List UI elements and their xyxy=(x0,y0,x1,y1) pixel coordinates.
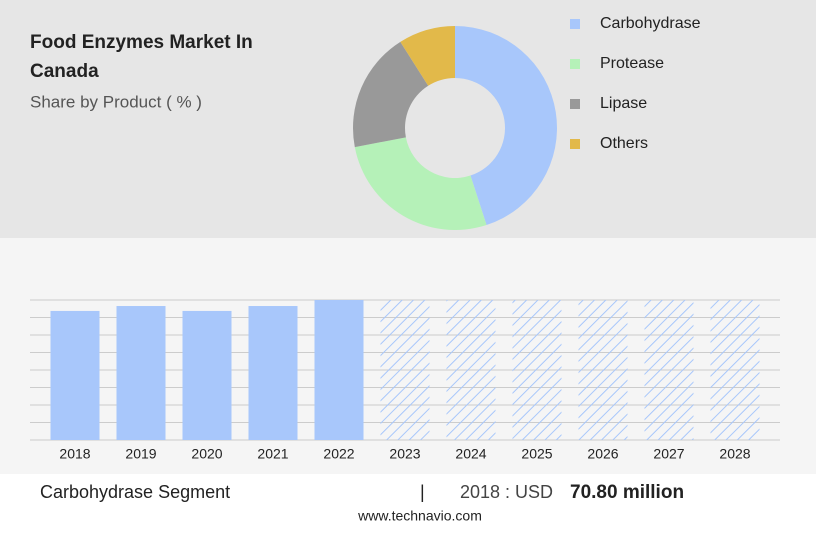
footer-source: www.technavio.com xyxy=(357,508,482,524)
legend-label: Protease xyxy=(600,55,664,72)
bar xyxy=(248,306,298,440)
legend-marker xyxy=(570,139,580,149)
x-tick-label: 2019 xyxy=(125,446,156,462)
bar xyxy=(116,306,166,440)
forecast-placeholder xyxy=(578,300,628,440)
bar xyxy=(182,310,232,440)
x-tick-label: 2020 xyxy=(191,446,222,462)
x-tick-label: 2023 xyxy=(389,446,420,462)
donut-slice xyxy=(354,137,487,231)
legend-label: Lipase xyxy=(600,95,647,112)
donut-slice xyxy=(455,26,558,226)
x-tick-label: 2024 xyxy=(455,446,486,462)
x-tick-label: 2028 xyxy=(719,446,750,462)
forecast-placeholder xyxy=(644,300,694,440)
forecast-placeholder xyxy=(380,300,430,440)
bar xyxy=(50,310,100,440)
footer-value: 70.80 million xyxy=(570,482,684,503)
footer-year: 2018 : USD xyxy=(460,482,553,502)
forecast-placeholder xyxy=(512,300,562,440)
chart-subtitle: Share by Product ( % ) xyxy=(30,92,202,111)
x-tick-label: 2021 xyxy=(257,446,288,462)
x-tick-label: 2025 xyxy=(521,446,552,462)
chart-title: Food Enzymes Market In Canada xyxy=(30,32,253,82)
x-tick-label: 2018 xyxy=(59,446,90,462)
footer-separator: | xyxy=(420,482,425,502)
legend-label: Carbohydrase xyxy=(600,15,701,32)
footer-segment: Carbohydrase Segment xyxy=(40,482,230,502)
forecast-placeholder xyxy=(446,300,496,440)
legend-marker xyxy=(570,99,580,109)
legend-label: Others xyxy=(600,135,648,152)
x-tick-label: 2027 xyxy=(653,446,684,462)
legend-marker xyxy=(570,19,580,29)
x-tick-label: 2022 xyxy=(323,446,354,462)
bar xyxy=(314,300,364,440)
forecast-placeholder xyxy=(710,300,760,440)
legend-marker xyxy=(570,59,580,69)
donut-slice xyxy=(400,26,455,86)
x-tick-label: 2026 xyxy=(587,446,618,462)
donut-slice xyxy=(353,41,429,148)
